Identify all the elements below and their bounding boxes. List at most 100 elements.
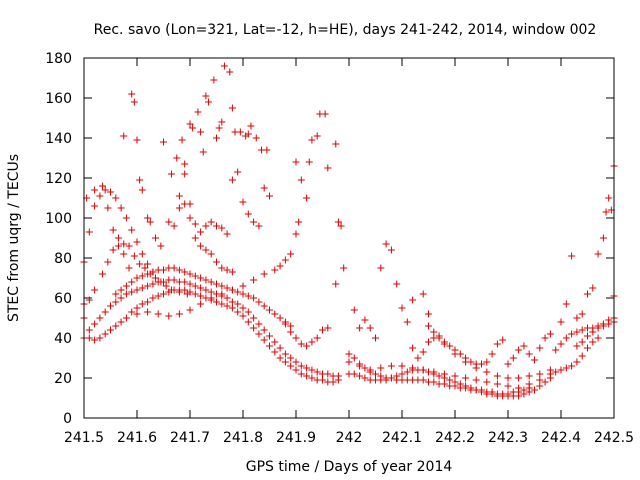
data-point <box>281 350 289 358</box>
data-point <box>589 284 597 292</box>
data-point <box>599 320 607 328</box>
data-point <box>525 380 533 388</box>
data-point <box>361 316 369 324</box>
data-point <box>130 98 138 106</box>
data-point <box>292 230 300 238</box>
data-point <box>425 322 432 330</box>
data-point <box>276 314 284 322</box>
data-point <box>568 252 576 260</box>
data-point <box>128 226 136 234</box>
data-point <box>250 294 258 302</box>
data-point <box>186 306 194 314</box>
data-point <box>213 258 220 266</box>
data-point <box>504 360 512 368</box>
data-point <box>154 310 162 318</box>
data-point <box>488 388 496 396</box>
data-point <box>321 110 329 118</box>
data-point <box>409 364 417 372</box>
data-point <box>117 204 125 212</box>
data-point <box>234 288 242 296</box>
data-point <box>472 376 480 384</box>
data-point <box>340 264 348 272</box>
data-point <box>605 194 613 202</box>
data-point <box>562 300 570 308</box>
data-point <box>223 230 231 238</box>
data-point <box>520 342 528 350</box>
data-point <box>409 344 417 352</box>
data-point <box>207 294 215 302</box>
data-point <box>271 310 279 318</box>
data-point <box>244 308 252 316</box>
x-tick-label: 241.5 <box>64 430 104 446</box>
data-point <box>128 288 136 296</box>
data-point <box>260 270 268 278</box>
data-point <box>260 336 268 344</box>
data-point <box>181 268 189 276</box>
chart-title: Rec. savo (Lon=321, Lat=-12, h=HE), days… <box>94 22 597 38</box>
data-point <box>117 318 125 326</box>
x-tick-label: 242.4 <box>541 430 581 446</box>
data-point <box>202 276 210 284</box>
data-point <box>160 278 167 286</box>
data-point <box>372 334 379 342</box>
data-point <box>382 376 390 384</box>
data-point <box>220 62 228 70</box>
data-point <box>244 318 252 326</box>
data-point <box>292 366 300 374</box>
data-point <box>122 314 130 322</box>
data-point <box>509 354 517 362</box>
data-point <box>202 246 210 254</box>
data-point <box>287 362 295 370</box>
data-point <box>271 348 279 356</box>
data-point <box>568 330 576 338</box>
data-point <box>202 92 210 100</box>
data-point <box>297 362 305 370</box>
data-point <box>276 354 284 362</box>
data-point <box>456 380 464 388</box>
data-point <box>114 234 122 242</box>
data-point <box>255 330 263 338</box>
data-point <box>173 154 181 162</box>
data-point <box>578 310 586 318</box>
data-point <box>578 352 586 360</box>
data-point <box>234 168 242 176</box>
data-point <box>377 264 385 272</box>
data-point <box>584 290 591 298</box>
data-point <box>266 192 273 200</box>
data-point <box>96 192 104 200</box>
data-point <box>117 286 125 294</box>
data-point <box>239 312 247 320</box>
data-point <box>308 374 316 382</box>
data-point <box>125 242 133 250</box>
data-point <box>236 128 244 136</box>
data-point <box>578 338 586 346</box>
data-point <box>239 282 247 290</box>
data-point <box>112 298 120 306</box>
data-point <box>239 290 247 298</box>
data-point <box>234 308 242 316</box>
data-point <box>319 376 326 384</box>
data-point <box>138 250 146 258</box>
y-axis-label: STEC from uqrg / TECUs <box>6 154 22 322</box>
data-point <box>128 308 136 316</box>
data-point <box>202 286 210 294</box>
data-point <box>252 134 260 142</box>
data-point <box>303 342 311 350</box>
data-point <box>109 246 117 254</box>
data-point <box>313 132 321 140</box>
data-point <box>162 282 170 290</box>
data-point <box>446 376 454 384</box>
data-point <box>194 108 202 116</box>
data-point <box>107 302 114 310</box>
data-point <box>175 266 183 274</box>
data-point <box>541 334 549 342</box>
data-point <box>462 358 470 366</box>
data-point <box>451 372 459 380</box>
data-point <box>387 374 395 382</box>
data-point <box>101 186 109 194</box>
data-point <box>160 290 167 298</box>
data-point <box>260 326 268 334</box>
data-point <box>207 278 215 286</box>
data-point <box>578 326 586 334</box>
